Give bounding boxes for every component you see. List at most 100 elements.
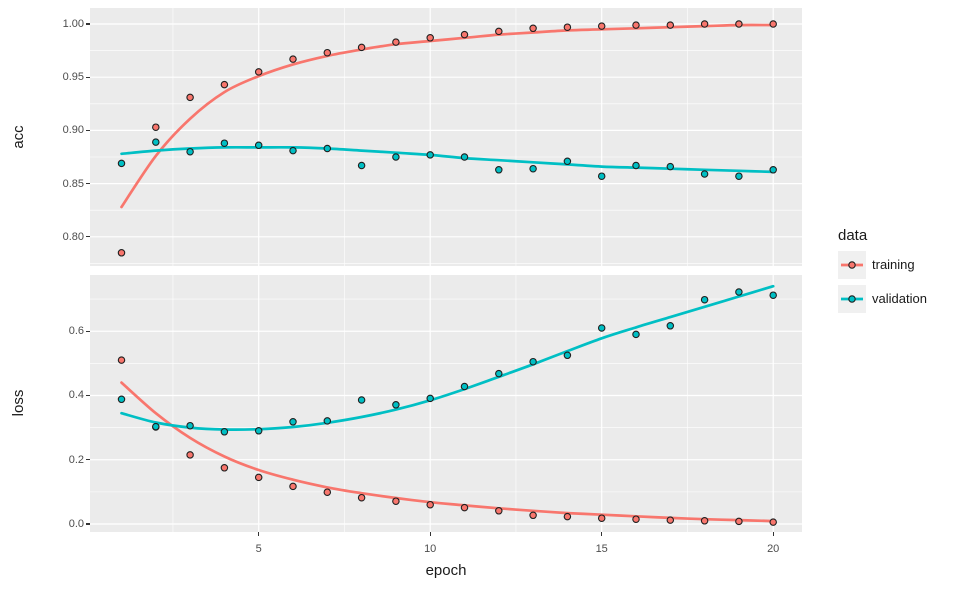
training-point — [186, 451, 194, 459]
training-point — [323, 48, 332, 57]
x-tick-mark — [429, 532, 431, 536]
training-point — [597, 22, 606, 30]
training-point — [563, 512, 572, 521]
legend-title: data — [838, 227, 868, 244]
validation-point — [357, 161, 366, 170]
validation-point — [323, 144, 332, 153]
training-point — [495, 507, 503, 515]
training-point — [769, 20, 777, 28]
training-point — [529, 511, 537, 520]
validation-key-icon — [841, 295, 863, 303]
validation-point — [254, 141, 263, 150]
training-point — [117, 356, 126, 364]
validation-point — [117, 395, 126, 404]
validation-point — [632, 161, 640, 170]
legend-entry-label: validation — [872, 291, 927, 306]
key-point — [848, 261, 856, 269]
training-point — [700, 517, 709, 525]
y-tick-label: 1.00 — [62, 18, 84, 30]
validation-point — [700, 170, 709, 178]
validation-point — [460, 153, 469, 161]
training-point — [357, 493, 366, 502]
training-point — [529, 24, 537, 33]
training-key-icon — [841, 261, 863, 269]
x-tick-label: 15 — [595, 543, 608, 555]
training-point — [632, 21, 640, 29]
y-tick-mark — [85, 23, 90, 25]
validation-smooth-line — [120, 145, 775, 174]
training-point — [392, 497, 400, 505]
training-point — [220, 80, 229, 89]
validation-point — [117, 159, 126, 168]
validation-point — [769, 291, 777, 299]
validation-point — [289, 146, 297, 155]
validation-smooth-line — [120, 284, 775, 431]
acc-panel — [90, 8, 802, 266]
validation-point — [529, 164, 537, 173]
y-tick-mark — [85, 394, 90, 397]
validation-point — [186, 147, 194, 156]
validation-point — [735, 172, 743, 180]
y-tick-mark — [85, 129, 90, 132]
validation-point — [495, 369, 503, 378]
validation-point — [426, 151, 434, 159]
training-point — [289, 55, 297, 63]
x-tick-mark — [772, 532, 774, 536]
training-point — [254, 68, 263, 76]
training-point — [426, 34, 434, 42]
training-point — [357, 43, 366, 52]
training-point — [666, 21, 675, 29]
key-point — [848, 295, 856, 303]
validation-point — [357, 396, 366, 404]
y-tick-mark — [85, 182, 90, 185]
training-point — [460, 30, 469, 39]
training-point — [563, 23, 572, 31]
training-point — [220, 464, 229, 472]
training-point — [117, 249, 126, 257]
validation-point — [392, 401, 400, 409]
training-point — [254, 473, 263, 482]
validation-point — [426, 394, 434, 403]
training-point — [289, 482, 297, 491]
y-tick-label: 0.80 — [62, 230, 84, 243]
validation-point — [220, 428, 229, 436]
y-tick-label: 0.6 — [68, 325, 84, 338]
training-point — [735, 20, 743, 28]
x-tick-label: 20 — [767, 543, 780, 555]
training-point — [700, 20, 709, 28]
validation-point — [289, 418, 297, 426]
x-tick-label: 10 — [424, 543, 437, 555]
training-smooth-line — [120, 23, 775, 209]
y-tick-label: 0.85 — [62, 177, 84, 190]
validation-point — [152, 422, 160, 431]
validation-point — [597, 172, 606, 180]
y-tick-label: 0.4 — [68, 389, 84, 402]
epoch-axis-title: epoch — [425, 562, 467, 579]
training-point — [632, 515, 640, 523]
y-tick-mark — [85, 76, 90, 78]
validation-point — [700, 295, 709, 304]
validation-point — [186, 421, 194, 430]
training-point — [460, 503, 469, 512]
validation-point — [769, 166, 777, 174]
training-point — [186, 93, 194, 102]
validation-point — [220, 139, 229, 147]
legend-key-training — [838, 251, 866, 279]
y-tick-mark — [85, 523, 90, 525]
training-point — [392, 38, 400, 46]
training-point — [735, 517, 743, 526]
validation-point — [563, 351, 572, 360]
validation-point — [495, 166, 503, 174]
validation-point — [392, 153, 400, 161]
validation-point — [666, 322, 675, 330]
training-point — [666, 516, 675, 524]
legend-entry-label: training — [872, 257, 915, 272]
loss-panel — [90, 275, 802, 532]
validation-point — [666, 162, 675, 171]
training-point — [597, 514, 606, 522]
x-tick-mark — [258, 532, 260, 536]
training-smooth-line — [120, 381, 775, 523]
validation-point — [735, 288, 743, 296]
x-tick-label: 5 — [255, 543, 262, 555]
loss-axis-title: loss — [10, 389, 27, 417]
